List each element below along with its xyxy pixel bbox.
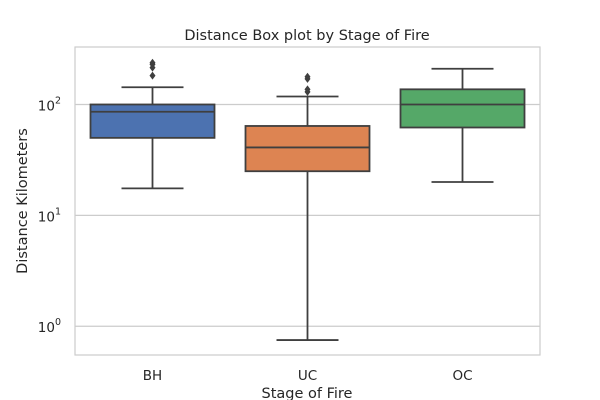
iqr-box: [89, 103, 216, 139]
y-axis-label: Distance Kilometers: [15, 128, 31, 274]
outlier-point: [304, 72, 311, 81]
box-oc: [399, 67, 526, 183]
y-tick-label: 101: [38, 206, 61, 225]
outlier-point: [304, 85, 311, 94]
iqr-box: [399, 88, 526, 129]
box-uc: [244, 72, 371, 341]
plot-frame: [74, 46, 541, 356]
x-tick-label: BH: [143, 368, 162, 384]
x-axis-ticks: BH UC OC: [143, 368, 473, 384]
y-tick-label: 100: [38, 317, 61, 336]
outlier-point: [149, 58, 156, 67]
boxes-group: [89, 58, 526, 341]
chart-title: Distance Box plot by Stage of Fire: [184, 28, 429, 44]
x-axis-label: Stage of Fire: [262, 386, 353, 400]
outlier-point: [149, 71, 156, 80]
x-tick-label: OC: [452, 368, 472, 384]
iqr-box: [244, 125, 371, 173]
y-axis-ticks: 100 101 102: [38, 95, 61, 336]
y-tick-label: 102: [38, 95, 61, 114]
box-bh: [89, 58, 216, 190]
x-tick-label: UC: [298, 368, 317, 384]
